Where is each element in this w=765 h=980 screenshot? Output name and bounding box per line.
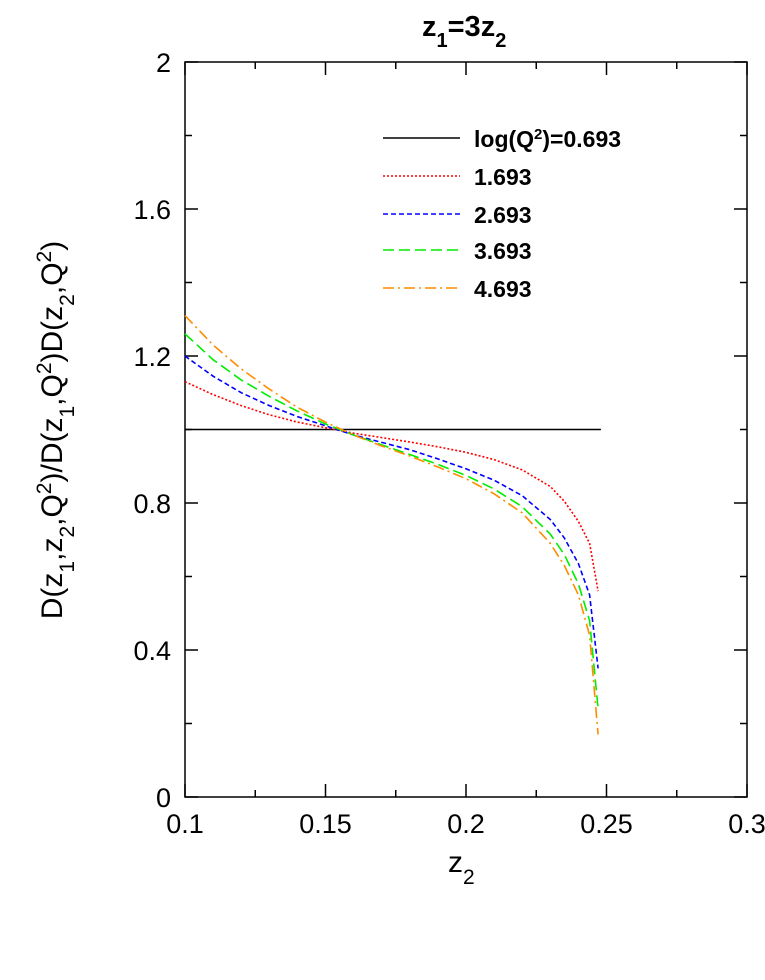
y-tick-label: 1.6 — [133, 195, 171, 225]
legend-label-2: 2.693 — [474, 202, 532, 228]
series-line-1 — [184, 380, 599, 592]
legend-label-1: 1.693 — [474, 164, 532, 190]
legend-label-0: log(Q2)=0.693 — [474, 126, 621, 153]
y-axis-title: D(z1,z2,Q2)/D(z1,Q2)D(z2,Q2) — [33, 241, 79, 619]
x-tick-label: 0.2 — [447, 809, 485, 839]
x-tick-label: 0.25 — [580, 809, 633, 839]
y-tick-label: 1.2 — [133, 342, 171, 372]
series-line-4 — [184, 315, 599, 735]
x-tick-label: 0.1 — [166, 809, 204, 839]
x-tick-label: 0.15 — [299, 809, 352, 839]
series-line-2 — [184, 355, 599, 669]
legend-label-4: 4.693 — [474, 276, 532, 302]
y-tick-label: 0 — [156, 783, 171, 813]
legend: log(Q2)=0.693 1.693 2.693 3.693 4.693 — [383, 126, 621, 302]
y-tick-label: 0.8 — [133, 489, 171, 519]
x-tick-label: 0.3 — [728, 809, 765, 839]
axis-tick-labels: 0.1 0.15 0.2 0.25 0.3 0 0.4 0.8 1.2 1.6 2 — [133, 48, 765, 839]
series-line-3 — [184, 333, 599, 709]
legend-label-3: 3.693 — [474, 238, 532, 264]
x-axis-title: z2 — [448, 846, 475, 889]
series-lines — [184, 315, 601, 735]
axis-ticks — [184, 61, 748, 798]
y-tick-label: 0.4 — [133, 636, 171, 666]
chart-title: z1=3z2 — [422, 11, 506, 52]
y-tick-label: 2 — [156, 48, 171, 78]
